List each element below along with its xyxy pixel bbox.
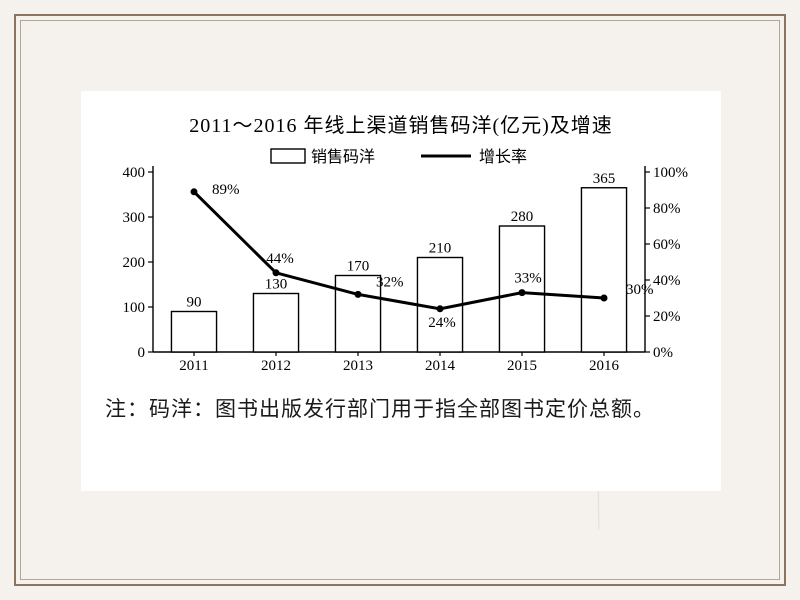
yright-tick: 80% bbox=[653, 201, 681, 217]
growth-marker bbox=[601, 295, 608, 302]
yright-tick: 60% bbox=[653, 237, 681, 253]
growth-marker bbox=[273, 269, 280, 276]
bar bbox=[581, 188, 626, 352]
x-label: 2015 bbox=[507, 358, 537, 374]
x-label: 2016 bbox=[589, 358, 620, 374]
growth-marker bbox=[191, 188, 198, 195]
chart-area: 销售码洋 增长率 0 100 200 300 400 0% 20% 40% 60% 80% 100% 90… bbox=[101, 146, 701, 386]
yright-tick: 0% bbox=[653, 345, 673, 361]
yleft-tick: 100 bbox=[123, 300, 146, 316]
yright-tick: 40% bbox=[653, 273, 681, 289]
yright-tick: 20% bbox=[653, 309, 681, 325]
chart-svg: 销售码洋 增长率 0 100 200 300 400 0% 20% 40% 60% 80% 100% 90… bbox=[101, 146, 701, 386]
yleft-tick: 300 bbox=[123, 210, 146, 226]
yleft-tick: 400 bbox=[123, 165, 146, 181]
bar-value: 170 bbox=[347, 259, 370, 275]
growth-label: 24% bbox=[428, 315, 456, 331]
yleft-tick: 0 bbox=[138, 345, 146, 361]
bar bbox=[335, 276, 380, 353]
growth-marker bbox=[437, 305, 444, 312]
growth-label: 89% bbox=[212, 182, 240, 198]
growth-label: 30% bbox=[626, 282, 654, 298]
bar bbox=[253, 294, 298, 353]
growth-label: 33% bbox=[514, 271, 542, 287]
growth-marker bbox=[519, 289, 526, 296]
legend-sales-swatch bbox=[271, 149, 305, 163]
growth-marker bbox=[355, 291, 362, 298]
chart-title: 2011～2016 年线上渠道销售码洋(亿元)及增速 bbox=[101, 109, 701, 138]
footnote: 注：码洋：图书出版发行部门用于指全部图书定价总额。 bbox=[105, 392, 697, 428]
legend-growth-label: 增长率 bbox=[479, 148, 527, 166]
legend-sales-label: 销售码洋 bbox=[311, 148, 375, 166]
yleft-tick: 200 bbox=[123, 255, 146, 271]
x-label: 2014 bbox=[425, 358, 456, 374]
bar-value: 90 bbox=[187, 295, 202, 311]
bar-value: 130 bbox=[265, 277, 288, 293]
x-label: 2011 bbox=[179, 358, 208, 374]
bar bbox=[499, 226, 544, 352]
bar-value: 365 bbox=[593, 171, 616, 187]
growth-label: 44% bbox=[266, 251, 294, 267]
inner-frame: 2011～2016 年线上渠道销售码洋(亿元)及增速 销售码洋 增长率 0 100 20… bbox=[20, 20, 780, 580]
bar bbox=[171, 312, 216, 353]
yright-tick: 100% bbox=[653, 165, 688, 181]
bar-value: 210 bbox=[429, 241, 452, 257]
content-card: 2011～2016 年线上渠道销售码洋(亿元)及增速 销售码洋 增长率 0 100 20… bbox=[81, 91, 721, 491]
x-label: 2012 bbox=[261, 358, 291, 374]
bar-value: 280 bbox=[511, 209, 534, 225]
x-label: 2013 bbox=[343, 358, 373, 374]
growth-label: 32% bbox=[376, 274, 404, 290]
